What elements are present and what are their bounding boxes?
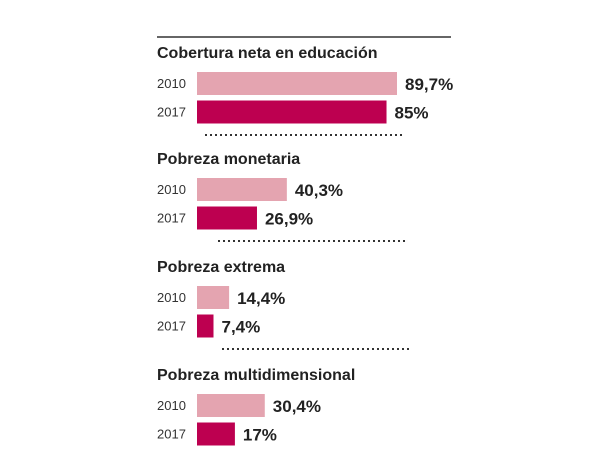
value-label: 40,3%	[295, 181, 343, 200]
year-label: 2017	[157, 427, 186, 442]
year-label: 2010	[157, 182, 186, 197]
value-label: 14,4%	[237, 289, 285, 308]
year-label: 2017	[157, 319, 186, 334]
bar-2017	[197, 314, 214, 338]
value-label: 17%	[243, 426, 277, 445]
bar-2010	[197, 286, 230, 309]
panel-title: Pobreza extrema	[157, 259, 285, 276]
year-label: 2010	[157, 398, 186, 413]
panel-title: Pobreza multidimensional	[157, 367, 355, 384]
value-label: 26,9%	[265, 210, 313, 229]
bar-2010	[197, 178, 287, 201]
panel-title: Cobertura neta en educación	[157, 45, 378, 62]
value-label: 89,7%	[405, 75, 453, 94]
value-label: 7,4%	[221, 318, 260, 337]
bar-2010	[197, 394, 265, 417]
bar-2017	[197, 100, 387, 124]
year-label: 2017	[157, 105, 186, 120]
bar-2017	[197, 422, 235, 446]
year-label: 2010	[157, 290, 186, 305]
bar-2010	[197, 72, 397, 95]
bar-2017	[197, 206, 257, 230]
value-label: 30,4%	[273, 397, 321, 416]
value-label: 85%	[395, 104, 429, 123]
year-label: 2017	[157, 211, 186, 226]
year-label: 2010	[157, 76, 186, 91]
panel-title: Pobreza monetaria	[157, 151, 300, 168]
